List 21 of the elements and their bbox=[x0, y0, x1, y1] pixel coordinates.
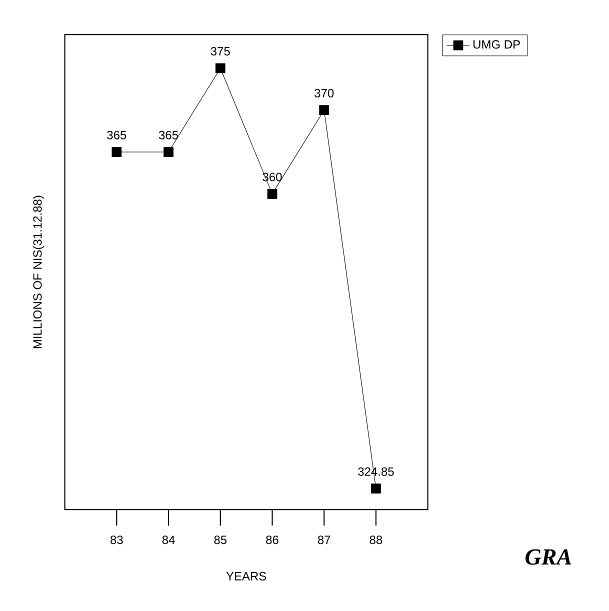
y-axis-title: MILLIONS OF NIS(31.12.88) bbox=[32, 196, 44, 348]
point bbox=[112, 147, 122, 157]
x-tick-label: 87 bbox=[318, 536, 330, 544]
x-tick-label: 86 bbox=[266, 536, 278, 544]
data-label: 324.85 bbox=[358, 467, 394, 476]
data-label: 365 bbox=[107, 130, 126, 140]
data-label: 365 bbox=[158, 130, 178, 140]
point bbox=[164, 147, 174, 157]
x-axis-title: YEARS bbox=[226, 572, 266, 580]
data-label: 375 bbox=[210, 46, 230, 56]
point bbox=[215, 63, 226, 74]
x-tick-label: 84 bbox=[162, 536, 175, 544]
legend-label: UMG DP bbox=[473, 40, 520, 49]
x-tick-label: 88 bbox=[370, 536, 382, 544]
x-tick-label: 85 bbox=[214, 536, 227, 544]
point bbox=[267, 189, 278, 199]
x-tick-label: 83 bbox=[110, 536, 123, 544]
text: GRA bbox=[526, 549, 572, 565]
point bbox=[371, 484, 381, 494]
point bbox=[319, 105, 330, 116]
data-label: 370 bbox=[314, 88, 334, 98]
